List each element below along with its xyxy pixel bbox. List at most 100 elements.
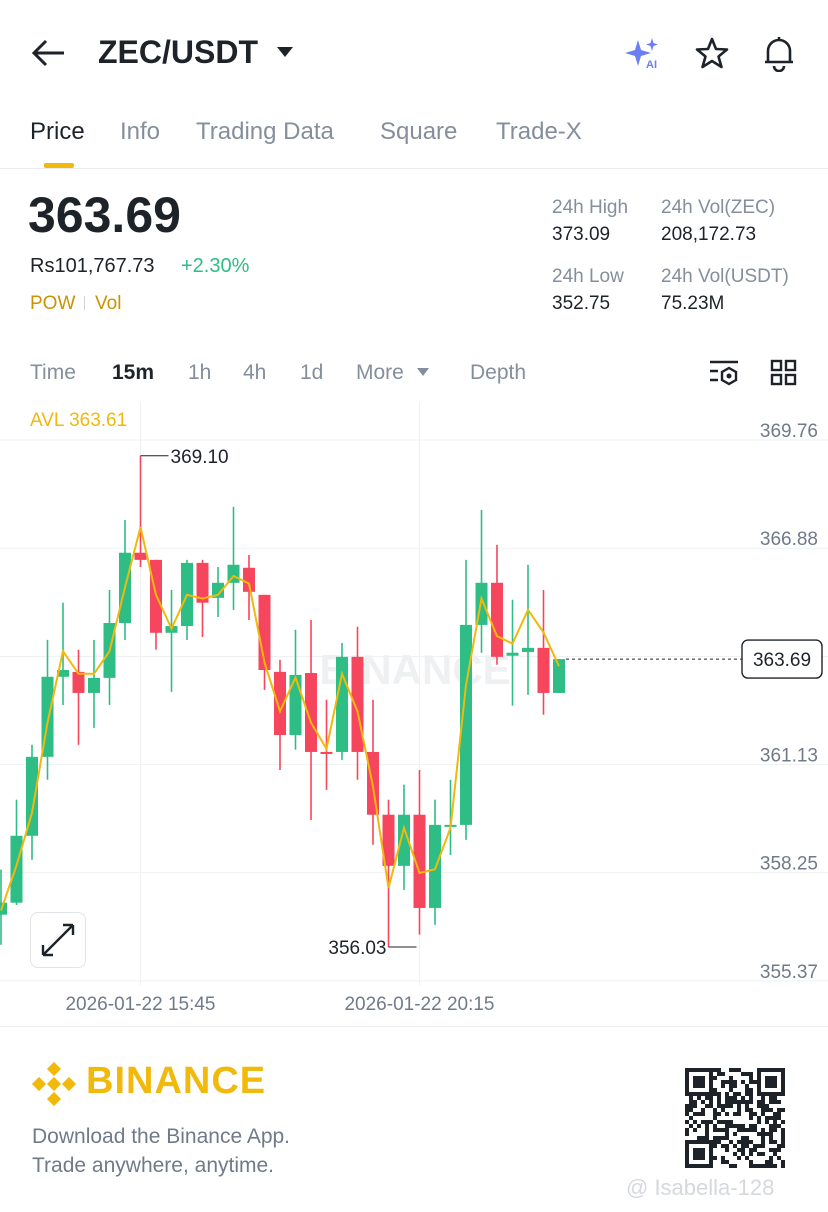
qr-cell <box>753 1144 757 1148</box>
qr-cell <box>749 1080 753 1084</box>
candle-body <box>243 567 255 592</box>
qr-cell <box>725 1136 729 1140</box>
qr-cell <box>777 1100 781 1104</box>
qr-cell <box>741 1096 745 1100</box>
qr-cell <box>773 1116 777 1120</box>
qr-cell <box>741 1124 745 1128</box>
qr-cell <box>737 1108 741 1112</box>
candle-body <box>506 652 519 656</box>
qr-cell <box>737 1156 741 1160</box>
qr-cell <box>749 1152 753 1156</box>
qr-cell <box>741 1128 745 1132</box>
interval-active[interactable]: 15m <box>112 361 155 384</box>
tab[interactable]: Trade-X <box>496 118 582 145</box>
candle-body <box>274 671 286 736</box>
candle-body <box>460 624 472 825</box>
tag[interactable]: Vol <box>95 293 122 314</box>
qr-cell <box>773 1112 777 1116</box>
qr-cell <box>697 1068 701 1072</box>
qr-cell <box>777 1116 781 1120</box>
qr-cell <box>693 1128 697 1132</box>
interval[interactable]: 1d <box>300 361 324 384</box>
candle-body <box>336 656 348 752</box>
qr-cell <box>721 1136 725 1140</box>
back-button[interactable] <box>30 38 66 68</box>
qr-cell <box>685 1128 689 1132</box>
qr-cell <box>749 1160 753 1164</box>
qr-cell <box>717 1100 721 1104</box>
qr-cell <box>693 1092 697 1096</box>
qr-cell <box>773 1076 777 1080</box>
qr-cell <box>741 1072 745 1076</box>
qr-cell <box>757 1088 761 1092</box>
qr-cell <box>773 1080 777 1084</box>
qr-cell <box>725 1160 729 1164</box>
qr-cell <box>737 1128 741 1132</box>
interval[interactable]: 4h <box>243 361 267 384</box>
interval[interactable]: Depth <box>470 361 527 384</box>
qr-cell <box>753 1128 757 1132</box>
qr-cell <box>709 1084 713 1088</box>
qr-cell <box>737 1092 741 1096</box>
tab-active[interactable]: Price <box>30 118 85 145</box>
tab[interactable]: Info <box>120 118 161 145</box>
x-tick-label: 2026-01-22 20:15 <box>344 994 494 1015</box>
qr-cell <box>713 1128 717 1132</box>
qr-cell <box>693 1080 697 1084</box>
qr-cell <box>701 1092 705 1096</box>
favorite-icon[interactable] <box>694 36 730 70</box>
avl-label: AVL 363.61 <box>30 410 127 431</box>
qr-cell <box>705 1124 709 1128</box>
qr-cell <box>761 1068 765 1072</box>
qr-cell <box>709 1164 713 1168</box>
qr-cell <box>749 1124 753 1128</box>
qr-cell <box>745 1144 749 1148</box>
qr-cell <box>713 1156 717 1160</box>
qr-cell <box>725 1096 729 1100</box>
qr-cell <box>761 1144 765 1148</box>
qr-cell <box>709 1140 713 1144</box>
tab[interactable]: Trading Data <box>196 118 334 145</box>
qr-cell <box>749 1072 753 1076</box>
qr-cell <box>745 1088 749 1092</box>
qr-cell <box>749 1148 753 1152</box>
qr-cell <box>765 1076 769 1080</box>
interval[interactable]: Time <box>30 361 76 384</box>
qr-cell <box>769 1068 773 1072</box>
qr-cell <box>781 1132 785 1136</box>
qr-cell <box>693 1112 697 1116</box>
qr-cell <box>721 1080 725 1084</box>
candle-body <box>398 814 410 866</box>
qr-cell <box>725 1112 729 1116</box>
pair-title[interactable]: ZEC/USDT <box>98 34 258 70</box>
pair-caret[interactable] <box>276 46 294 58</box>
indicator-settings-icon[interactable] <box>708 358 740 388</box>
qr-cell <box>717 1104 721 1108</box>
interval[interactable]: 1h <box>188 361 212 384</box>
qr-cell <box>765 1116 769 1120</box>
qr-cell <box>773 1148 777 1152</box>
notification-icon[interactable] <box>762 34 796 72</box>
qr-cell <box>749 1096 753 1100</box>
more-caret[interactable] <box>416 367 430 377</box>
qr-cell <box>761 1096 765 1100</box>
tab[interactable]: Square <box>380 118 458 145</box>
layout-icon[interactable] <box>770 359 798 387</box>
qr-cell <box>709 1152 713 1156</box>
ai-icon[interactable]: AI <box>624 36 664 72</box>
tag[interactable]: POW <box>30 293 76 314</box>
qr-cell <box>697 1092 701 1096</box>
interval[interactable]: More <box>356 361 404 384</box>
qr-cell <box>721 1104 725 1108</box>
qr-cell <box>709 1092 713 1096</box>
expand-button[interactable] <box>30 912 86 968</box>
qr-cell <box>765 1160 769 1164</box>
qr-cell <box>697 1156 701 1160</box>
qr-cell <box>773 1128 777 1132</box>
qr-cell <box>777 1124 781 1128</box>
stat-value: 208,172.73 <box>661 224 757 245</box>
qr-cell <box>729 1088 733 1092</box>
qr-cell <box>765 1080 769 1084</box>
tag-separator <box>84 296 85 310</box>
